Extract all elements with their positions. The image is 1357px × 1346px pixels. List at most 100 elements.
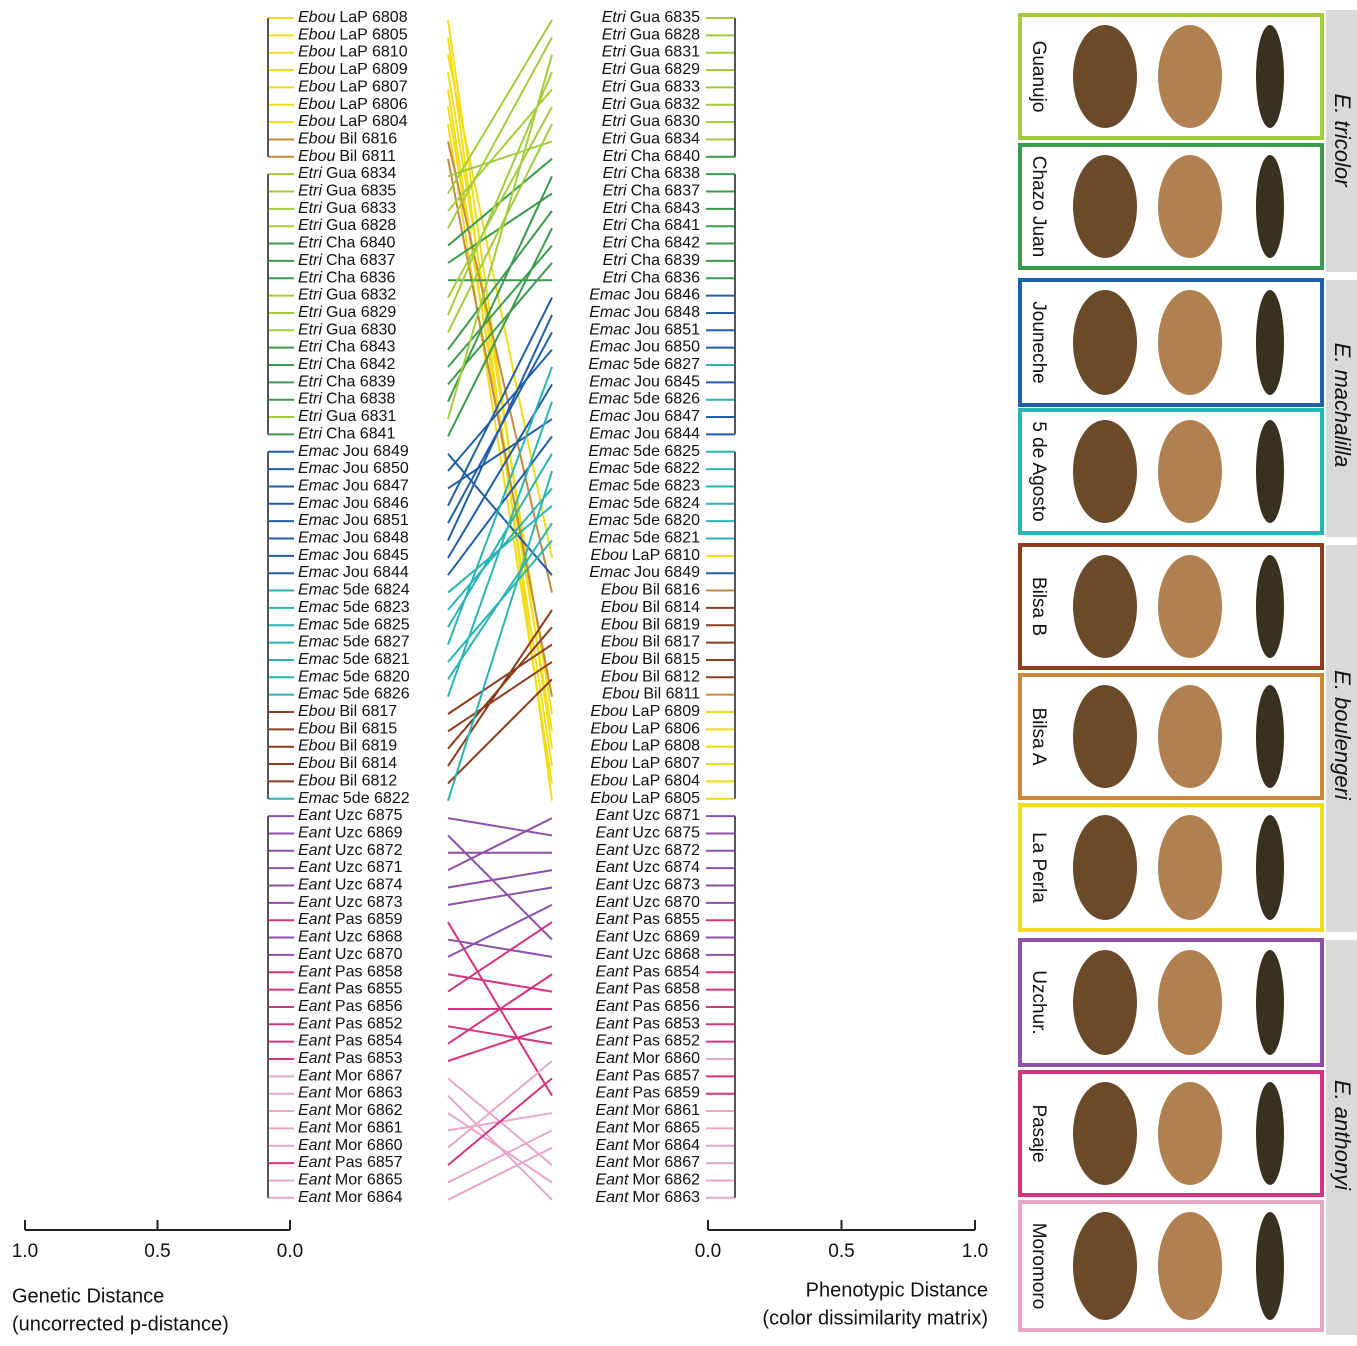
- genus: Emac: [298, 582, 339, 599]
- tip-label: EbouLaP 6810: [590, 547, 700, 564]
- tip-label: Emac5de 6822: [588, 460, 700, 477]
- tick-label: 0.0: [277, 1241, 303, 1262]
- specimen-id: Uzc 6869: [632, 929, 700, 946]
- tip-label: EbouLaP 6804: [298, 113, 408, 130]
- tip-label: EmacJou 6844: [298, 564, 409, 581]
- specimen-id: Uzc 6868: [632, 946, 700, 963]
- tip-label: EantUzc 6870: [298, 946, 403, 963]
- tip-label: EtriCha 6842: [298, 356, 395, 373]
- population-label: Bilsa B: [1028, 577, 1049, 636]
- tip-label: EantUzc 6869: [595, 929, 700, 946]
- genus: Eant: [298, 877, 331, 894]
- specimen-id: LaP 6806: [339, 96, 407, 113]
- tip-label: Emac5de 6826: [588, 391, 700, 408]
- species-label: E.machalilla: [1330, 343, 1355, 468]
- epithet: tricolor: [1330, 120, 1355, 188]
- tip-label: EtriGua 6828: [602, 27, 700, 44]
- tip-label: EmacJou 6848: [298, 530, 409, 547]
- tip-label: EbouLaP 6805: [298, 27, 408, 44]
- tip-label: EmacJou 6849: [298, 443, 409, 460]
- specimen-id: Cha 6842: [326, 356, 395, 373]
- tip-label: EmacJou 6850: [589, 339, 700, 356]
- genus: Emac: [588, 495, 629, 512]
- tip-label: EantMor 6863: [298, 1085, 403, 1102]
- tip-label: EantUzc 6868: [595, 946, 700, 963]
- specimen-id: Pas 6853: [335, 1050, 403, 1067]
- genus: Eant: [595, 1102, 628, 1119]
- tip-label: EantPas 6859: [298, 911, 403, 928]
- tip-label: EtriGua 6829: [602, 61, 700, 78]
- frog-photo: [1073, 290, 1137, 395]
- tip-label: EbouBil 6814: [601, 599, 700, 616]
- tip-label: EbouLaP 6807: [298, 79, 408, 96]
- genus: Eant: [595, 1189, 628, 1206]
- specimen-id: LaP 6805: [339, 27, 407, 44]
- specimen-id: Gua 6831: [630, 44, 700, 61]
- specimen-id: Uzc 6874: [632, 859, 700, 876]
- population-label: Bilsa A: [1028, 707, 1049, 765]
- specimen-id: Cha 6839: [326, 374, 395, 391]
- tip-label: EantMor 6860: [298, 1137, 403, 1154]
- tip-label: EantPas 6854: [595, 963, 700, 980]
- genus: Eant: [595, 1154, 628, 1171]
- tip-label: EbouBil 6814: [298, 755, 397, 772]
- tip-label: EtriCha 6837: [603, 183, 700, 200]
- specimen-id: 5de 6822: [343, 790, 410, 807]
- genus: Emac: [588, 512, 629, 529]
- tip-label: EtriGua 6830: [298, 322, 396, 339]
- frog-photo: [1073, 950, 1137, 1055]
- specimen-id: Uzc 6872: [632, 842, 700, 859]
- genus: Eant: [298, 1154, 331, 1171]
- tip-label: EmacJou 6851: [589, 322, 700, 339]
- tip-label: EtriGua 6835: [298, 183, 396, 200]
- tip-label: EbouBil 6819: [601, 616, 700, 633]
- frog-photo: [1256, 555, 1284, 658]
- tip-label: EantUzc 6875: [298, 807, 403, 824]
- specimen-id: Pas 6854: [632, 963, 700, 980]
- genus: Etri: [298, 269, 322, 286]
- tip-label: EbouLaP 6804: [590, 773, 700, 790]
- genus: Eant: [595, 894, 628, 911]
- tip-label: EantPas 6854: [298, 1033, 403, 1050]
- tip-label: EtriGua 6835: [602, 9, 700, 26]
- genus: Emac: [588, 460, 629, 477]
- specimen-id: Gua 6832: [326, 287, 396, 304]
- genus: Eant: [595, 929, 628, 946]
- specimen-id: Jou 6846: [634, 287, 700, 304]
- specimen-id: LaP 6807: [632, 755, 700, 772]
- genus: Eant: [595, 807, 628, 824]
- tip-label: EtriCha 6837: [298, 252, 395, 269]
- specimen-id: Uzc 6868: [335, 929, 403, 946]
- tanglegram-figure: EbouLaP 6808EbouLaP 6805EbouLaP 6810Ebou…: [0, 0, 1357, 1341]
- tip-label: EantPas 6852: [595, 1033, 700, 1050]
- specimen-id: Cha 6838: [326, 391, 395, 408]
- genus: Emac: [589, 426, 630, 443]
- tip-label: Emac5de 6820: [588, 512, 700, 529]
- genus: Ebou: [298, 96, 335, 113]
- frog-photo: [1073, 1082, 1137, 1185]
- specimen-id: Jou 6848: [634, 304, 700, 321]
- tip-label: EantMor 6867: [595, 1154, 700, 1171]
- specimen-id: 5de 6821: [633, 530, 700, 547]
- axis-title: Genetic Distance: [12, 1285, 164, 1307]
- genus: Ebou: [601, 634, 638, 651]
- specimen-id: 5de 6827: [633, 356, 700, 373]
- specimen-id: 5de 6827: [343, 634, 410, 651]
- frog-photo: [1158, 155, 1222, 258]
- specimen-id: Cha 6841: [326, 426, 395, 443]
- connector: [448, 974, 552, 991]
- genus: Emac: [298, 669, 339, 686]
- specimen-id: Mor 6861: [632, 1102, 700, 1119]
- tip-label: EbouBil 6815: [601, 651, 700, 668]
- specimen-id: 5de 6823: [343, 599, 410, 616]
- specimen-id: Pas 6855: [632, 911, 700, 928]
- tip-label: Emac5de 6822: [298, 790, 410, 807]
- specimen-id: Uzc 6871: [335, 859, 403, 876]
- tip-label: EtriGua 6834: [298, 165, 396, 182]
- specimen-id: Jou 6848: [343, 530, 409, 547]
- tip-label: EbouBil 6816: [298, 131, 397, 148]
- tip-label: EtriGua 6831: [602, 44, 700, 61]
- tip-label: EantUzc 6872: [298, 842, 403, 859]
- tip-label: EantMor 6862: [298, 1102, 403, 1119]
- specimen-id: Cha 6836: [631, 269, 700, 286]
